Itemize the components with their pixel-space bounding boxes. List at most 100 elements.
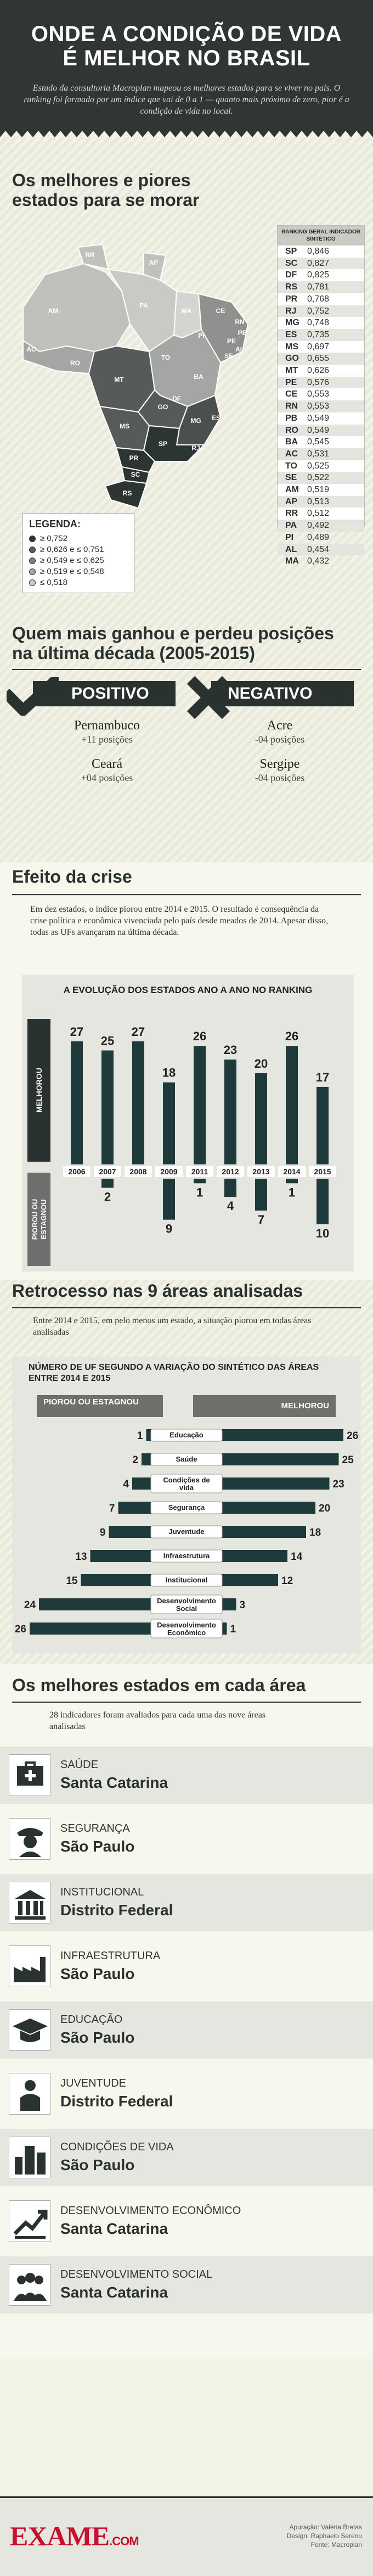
area-category-label-7: Social xyxy=(176,1604,197,1613)
ranking-row: PB 0,549 xyxy=(278,412,364,425)
ranking-row: AL 0,454 xyxy=(278,543,364,556)
area-value-right-1: 25 xyxy=(342,1454,354,1466)
best-area-name: SAÚDE xyxy=(60,1759,98,1771)
area-value-left-4: 9 xyxy=(100,1527,106,1538)
bar-improved-value-2009: 18 xyxy=(162,1066,176,1080)
improved-label: MELHOROU xyxy=(35,1068,43,1113)
ranking-row: CE 0,553 xyxy=(278,388,364,400)
best-state-name: São Paulo xyxy=(60,1838,135,1855)
areas-title: Retrocesso nas 9 áreas analisadas xyxy=(12,1281,303,1301)
legend-label: ≥ 0,549 e ≤ 0,625 xyxy=(40,556,104,565)
negative-label: NEGATIVO xyxy=(211,681,354,706)
legend-label: ≥ 0,519 e ≤ 0,548 xyxy=(40,567,104,576)
area-category-label-7: Desenvolvimento xyxy=(157,1597,216,1605)
ranking-row: RO 0,549 xyxy=(278,424,364,437)
exame-logo[interactable]: EXAME.COM xyxy=(10,2520,139,2552)
ranking-row: PA 0,492 xyxy=(278,520,364,532)
best-row: SEGURANÇA São Paulo xyxy=(0,1810,373,1867)
title-line-1: ONDE A CONDIÇÃO DE VIDA xyxy=(31,22,342,46)
ranking-state: SP xyxy=(285,247,297,256)
ranking-value: 0,576 xyxy=(307,377,330,387)
ranking-state: AP xyxy=(285,497,298,506)
area-category-box-4 xyxy=(150,1525,223,1538)
negative-list: Acre -04 posições Sergipe -04 posições xyxy=(214,718,346,795)
worsened-label-2: ESTAGNOU xyxy=(39,1200,48,1240)
header-zigzag xyxy=(0,131,373,137)
ranking-value: 0,752 xyxy=(307,306,330,316)
best-row: CONDIÇÕES DE VIDA São Paulo xyxy=(0,2129,373,2186)
best-area-name: DESENVOLVIMENTO SOCIAL xyxy=(60,2268,213,2281)
best-row: DESENVOLVIMENTO ECONÔMICO Santa Catarina xyxy=(0,2193,373,2250)
position-change: +11 posições xyxy=(81,734,133,745)
best-area-name: EDUCAÇÃO xyxy=(60,2014,123,2026)
map-label-sp: SP xyxy=(159,440,167,448)
bar-improved-2009 xyxy=(163,1082,175,1164)
bar-improved-2015 xyxy=(317,1086,329,1164)
area-bar-right-5 xyxy=(222,1550,287,1562)
ranking-value: 0,768 xyxy=(307,294,330,304)
negative-label-text: NEGATIVO xyxy=(228,684,313,702)
area-value-left-8: 26 xyxy=(15,1624,26,1635)
ranking-state: PI xyxy=(285,532,294,542)
best-row: JUVENTUDE Distrito Federal xyxy=(0,2065,373,2122)
ranking-row: MT 0,626 xyxy=(278,365,364,377)
bar-worsened-value-2013: 7 xyxy=(258,1213,264,1226)
title-line-2: É MELHOR NO BRASIL xyxy=(63,46,310,70)
youth-icon xyxy=(9,2073,50,2115)
area-value-right-8: 1 xyxy=(230,1624,236,1635)
map-label-pe: PE xyxy=(227,337,236,345)
map-label-df: DF xyxy=(172,395,181,403)
area-value-left-7: 24 xyxy=(24,1599,36,1611)
map-label-go: GO xyxy=(158,403,168,411)
bar-worsened-2012 xyxy=(224,1179,236,1197)
best-text: 28 indicadores foram avaliados para cada… xyxy=(49,1710,266,1731)
best-state-name: Distrito Federal xyxy=(60,1902,173,1919)
bar-worsened-2011 xyxy=(194,1179,206,1184)
ranking-state: RR xyxy=(285,509,298,518)
year-label-2012: 2012 xyxy=(222,1167,239,1176)
ranking-state: MS xyxy=(285,342,298,352)
ranking-state: CE xyxy=(285,389,298,399)
ranking-row: SP 0,846 xyxy=(278,246,364,258)
area-category-box-3 xyxy=(150,1501,223,1514)
ranking-row: TO 0,525 xyxy=(278,460,364,472)
credit-line: Design: Raphaelo Sereno xyxy=(286,2532,362,2540)
ranking-value: 0,781 xyxy=(307,282,330,292)
area-category-label-3: Segurança xyxy=(168,1503,205,1512)
legend-item: ≥ 0,549 e ≤ 0,625 xyxy=(29,555,127,566)
area-bar-right-1 xyxy=(222,1453,339,1465)
year-label-2011: 2011 xyxy=(191,1167,208,1176)
legend-title: LEGENDA: xyxy=(29,518,81,529)
areas-section: Retrocesso nas 9 áreas analisadas Entre … xyxy=(0,1280,373,1664)
map-label-to: TO xyxy=(161,354,170,361)
map-region-sp-rj xyxy=(143,425,206,462)
worsened-label-1: PIOROU OU xyxy=(31,1199,39,1240)
bar-improved-value-2006: 27 xyxy=(70,1025,83,1039)
area-category-label-5: Infraestrutura xyxy=(163,1552,210,1560)
map-label-ap: AP xyxy=(149,259,159,266)
year-label-bg-2009 xyxy=(155,1166,183,1177)
bar-improved-value-2011: 26 xyxy=(193,1029,206,1043)
map-section-title: Os melhores e piores estados para se mor… xyxy=(12,170,200,210)
bar-worsened-value-2012: 4 xyxy=(227,1199,234,1213)
area-bar-left-5 xyxy=(90,1550,151,1562)
ranking-row: SE 0,522 xyxy=(278,472,364,484)
position-change: -04 posições xyxy=(255,772,305,783)
ranking-state: MG xyxy=(285,318,299,328)
area-value-left-1: 2 xyxy=(132,1454,138,1466)
area-bar-right-8 xyxy=(222,1622,227,1635)
ranking-state: PB xyxy=(285,413,298,423)
ranking-state: AM xyxy=(285,485,299,495)
area-bar-left-0 xyxy=(146,1429,151,1441)
ranking-row: BA 0,545 xyxy=(278,436,364,448)
ranking-value: 0,531 xyxy=(307,449,330,459)
area-bar-right-4 xyxy=(222,1526,306,1538)
best-state-name: Santa Catarina xyxy=(60,2220,168,2237)
area-right-label: MELHOROU xyxy=(193,1395,336,1417)
factory-icon xyxy=(9,1945,50,1987)
area-category-label-2: vida xyxy=(179,1484,194,1492)
legend-dot xyxy=(29,547,36,553)
map-label-pb: PB xyxy=(238,329,247,337)
